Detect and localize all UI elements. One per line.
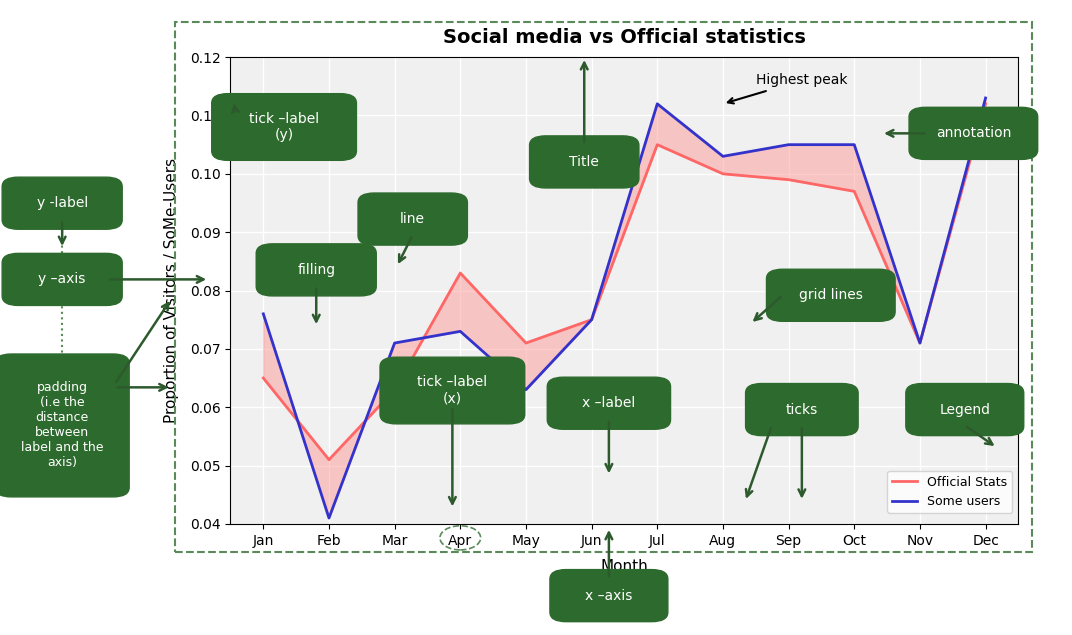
Official Stats <box>783 176 795 184</box>
Text: y -label: y -label <box>36 196 88 210</box>
Official Stats <box>585 316 598 323</box>
Some users <box>388 339 401 347</box>
Text: filling: filling <box>297 263 336 277</box>
Text: annotation: annotation <box>936 126 1011 140</box>
Some users <box>651 100 664 107</box>
Text: Highest peak: Highest peak <box>728 74 847 104</box>
Legend: Official Stats, Some users: Official Stats, Some users <box>887 471 1012 513</box>
Y-axis label: Proportion of Visitors / SoMe-Users: Proportion of Visitors / SoMe-Users <box>164 158 179 423</box>
Official Stats <box>979 100 992 107</box>
Some users <box>323 514 336 522</box>
Some users <box>257 310 270 318</box>
Some users <box>848 141 861 149</box>
Some users <box>913 339 926 347</box>
Line: Official Stats: Official Stats <box>264 104 985 460</box>
Text: padding
(i.e the
distance
between
label and the
axis): padding (i.e the distance between label … <box>21 382 103 469</box>
X-axis label: Month: Month <box>600 559 649 573</box>
Text: ticks: ticks <box>786 403 818 417</box>
Some users <box>783 141 795 149</box>
Text: grid lines: grid lines <box>799 288 863 302</box>
Official Stats <box>716 170 729 178</box>
Some users <box>453 328 466 335</box>
Official Stats <box>848 187 861 195</box>
Official Stats <box>323 456 336 464</box>
Text: y –axis: y –axis <box>39 272 86 286</box>
Some users <box>979 94 992 102</box>
Official Stats <box>257 374 270 382</box>
Text: x –label: x –label <box>582 396 636 410</box>
Text: line: line <box>400 212 426 226</box>
Text: tick –label
(x): tick –label (x) <box>417 375 488 406</box>
Official Stats <box>520 339 533 347</box>
Text: Legend: Legend <box>939 403 991 417</box>
Text: Title: Title <box>569 155 599 169</box>
Official Stats <box>388 386 401 394</box>
Some users <box>585 316 598 323</box>
Official Stats <box>651 141 664 149</box>
Official Stats <box>453 269 466 277</box>
Line: Some users: Some users <box>264 98 985 518</box>
Official Stats <box>913 339 926 347</box>
Text: x –axis: x –axis <box>585 589 632 603</box>
Some users <box>520 386 533 394</box>
Title: Social media vs Official statistics: Social media vs Official statistics <box>443 29 806 47</box>
Some users <box>716 152 729 160</box>
Text: tick –label
(y): tick –label (y) <box>249 112 319 142</box>
